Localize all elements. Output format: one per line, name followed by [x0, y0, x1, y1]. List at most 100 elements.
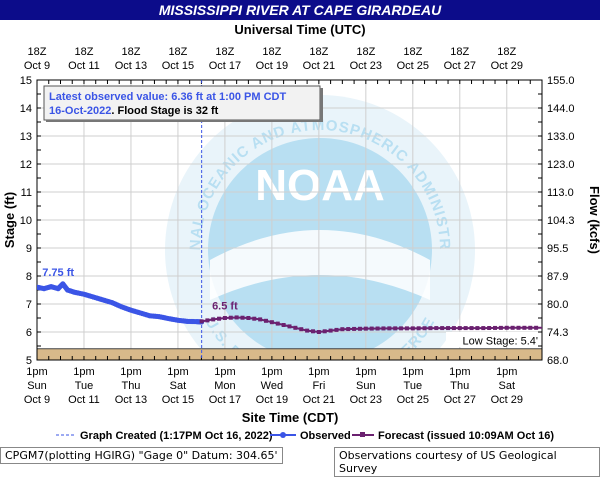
forecast-point [422, 326, 427, 331]
x-axis-title: Site Time (CDT) [242, 410, 339, 425]
x-tick-label-day: Sun [356, 380, 376, 392]
info-box-shadow-bottom [46, 120, 323, 122]
y-tick-label-left: 11 [21, 187, 32, 199]
x-tick-label-date: Oct 17 [209, 394, 241, 406]
info-box-shadow-right [320, 88, 323, 122]
y-tick-label-left: 7 [26, 299, 32, 311]
x-tick-label-date: Oct 13 [115, 394, 147, 406]
top-tick-label-date: Oct 29 [491, 60, 523, 72]
y-tick-label-left: 15 [20, 75, 32, 87]
legend-observed-label: Observed [300, 430, 351, 442]
x-tick-label-date: Oct 29 [491, 394, 523, 406]
top-tick-label-date: Oct 15 [162, 60, 194, 72]
legend-forecast-marker [360, 432, 365, 437]
x-tick-label-date: Oct 15 [162, 394, 194, 406]
forecast-point [469, 326, 474, 331]
y-tick-label-right: 133.0 [547, 131, 575, 143]
forecast-point [316, 330, 321, 334]
x-tick-label-time: 1pm [120, 366, 141, 378]
x-tick-label-day: Tue [404, 380, 423, 392]
forecast-point [346, 327, 351, 332]
legend-observed-marker [280, 432, 286, 438]
top-tick-label-utc: 18Z [450, 46, 469, 58]
y-tick-label-left: 8 [26, 271, 32, 283]
y-tick-label-left: 13 [20, 131, 32, 143]
legend-created-label: Graph Created (1:17PM Oct 16, 2022) [80, 430, 273, 442]
low-stage-band [37, 348, 542, 360]
top-tick-label-utc: 18Z [168, 46, 187, 58]
x-tick-label-time: 1pm [308, 366, 329, 378]
top-tick-label-date: Oct 27 [444, 60, 476, 72]
x-tick-label-date: Oct 27 [444, 394, 476, 406]
top-tick-label-utc: 18Z [356, 46, 375, 58]
hydrograph-chart: MISSISSIPPI RIVER AT CAPE GIRARDEAU Univ… [0, 0, 600, 442]
forecast-point [217, 316, 222, 321]
x-tick-label-date: Oct 21 [303, 394, 335, 406]
forecast-point [434, 326, 439, 331]
y-tick-label-right: 80.0 [547, 299, 568, 311]
top-tick-label-utc: 18Z [403, 46, 422, 58]
x-tick-label-day: Sat [499, 380, 516, 392]
top-tick-label-date: Oct 21 [303, 60, 335, 72]
forecast-point [252, 316, 257, 321]
info-box-date: 16-Oct-2022 [49, 105, 111, 117]
observed-start-label: 7.75 ft [42, 267, 74, 279]
x-tick-label-day: Thu [121, 380, 140, 392]
forecast-point [522, 325, 527, 330]
footer-credit: Observations courtesy of US Geological S… [334, 447, 600, 477]
x-tick-label-date: Oct 25 [397, 394, 429, 406]
forecast-point [393, 326, 398, 331]
forecast-point [305, 328, 310, 333]
y-tick-label-left: 10 [20, 215, 32, 227]
forecast-point [457, 326, 462, 331]
forecast-point [293, 325, 298, 330]
x-tick-label-time: 1pm [26, 366, 47, 378]
forecast-point [451, 326, 456, 331]
x-tick-label-time: 1pm [73, 366, 94, 378]
forecast-point [340, 327, 345, 332]
forecast-point [240, 315, 245, 320]
forecast-point [352, 326, 357, 331]
y-tick-label-right: 123.0 [547, 159, 575, 171]
forecast-point [299, 327, 304, 332]
y-tick-label-right: 87.9 [547, 271, 568, 283]
y-tick-label-right: 104.3 [547, 215, 575, 227]
forecast-point [481, 326, 486, 331]
forecast-start-label: 6.5 ft [212, 301, 238, 313]
y-tick-label-left: 5 [26, 355, 32, 367]
forecast-point [399, 326, 404, 331]
y-tick-label-left: 12 [20, 159, 32, 171]
info-box-frame [43, 85, 321, 121]
forecast-point [258, 317, 263, 322]
y-axis-right-title: Flow (kcfs) [587, 186, 600, 254]
forecast-point [528, 325, 533, 330]
top-tick-label-date: Oct 23 [350, 60, 382, 72]
legend: Graph Created (1:17PM Oct 16, 2022) Obse… [56, 430, 554, 442]
x-tick-label-time: 1pm [167, 366, 188, 378]
low-stage-label: Low Stage: 5.4' [463, 336, 539, 348]
x-tick-label-day: Mon [214, 380, 235, 392]
top-tick-label-date: Oct 13 [115, 60, 147, 72]
x-tick-label-date: Oct 19 [256, 394, 288, 406]
forecast-point [328, 328, 333, 333]
forecast-point [228, 315, 233, 320]
y-tick-label-right: 74.3 [547, 327, 568, 339]
forecast-point [387, 326, 392, 331]
top-axis-label: Universal Time (UTC) [234, 22, 365, 37]
x-tick-label-date: Oct 11 [68, 394, 100, 406]
series-labels: 7.75 ft 6.5 ft [42, 267, 238, 313]
top-tick-label-date: Oct 11 [68, 60, 100, 72]
chart-title: MISSISSIPPI RIVER AT CAPE GIRARDEAU [159, 2, 442, 18]
y-tick-label-left: 9 [26, 243, 32, 255]
y-axis-left-title: Stage (ft) [2, 192, 17, 248]
top-tick-label-utc: 18Z [121, 46, 140, 58]
top-tick-label-date: Oct 9 [24, 60, 50, 72]
top-tick-label-utc: 18Z [309, 46, 328, 58]
top-tick-label-date: Oct 25 [397, 60, 429, 72]
forecast-point [275, 321, 280, 326]
forecast-point [310, 329, 315, 334]
forecast-point [369, 326, 374, 331]
forecast-point [264, 318, 269, 323]
footer-datum: CPGM7(plotting HGIRG) "Gage 0" Datum: 30… [0, 447, 283, 464]
forecast-point [281, 323, 286, 327]
